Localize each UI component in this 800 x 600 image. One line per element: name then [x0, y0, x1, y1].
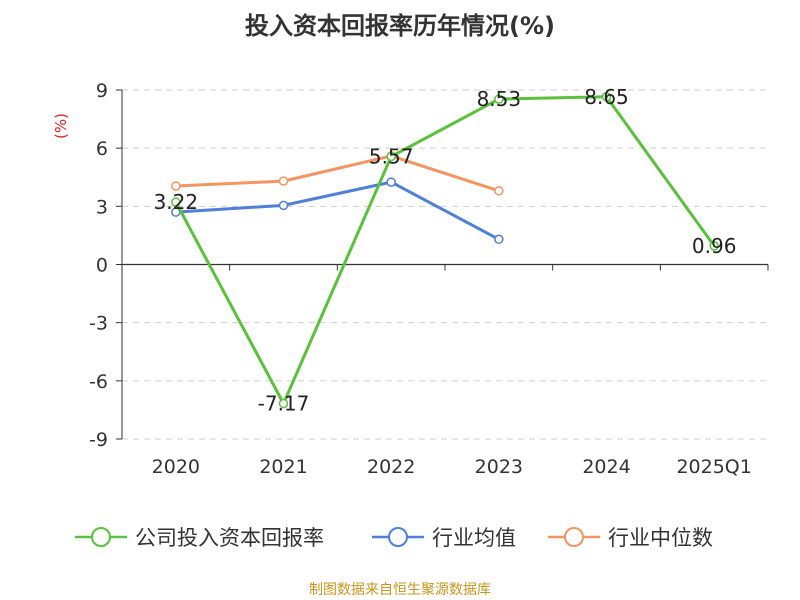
y-tick-label: -9 — [89, 429, 108, 451]
data-label: 5.57 — [369, 145, 414, 169]
series-line — [174, 95, 716, 406]
series-line — [175, 154, 500, 193]
x-tick-label: 2021 — [259, 456, 307, 478]
y-axis-label: (%) — [52, 113, 70, 139]
legend-item: 行业中位数 — [548, 526, 713, 550]
data-point — [494, 234, 504, 245]
grid-layer — [122, 89, 768, 440]
y-tick-label: 9 — [96, 80, 108, 102]
series-layer — [171, 92, 719, 409]
legend-item: 行业均值 — [372, 526, 516, 550]
data-label: 8.53 — [477, 87, 522, 111]
data-label: -7.17 — [258, 392, 310, 416]
legend-label: 行业均值 — [432, 526, 516, 550]
data-point — [278, 398, 289, 409]
data-point — [171, 181, 181, 191]
legend-marker — [91, 527, 111, 547]
x-tick-label: 2020 — [152, 456, 200, 478]
data-point — [601, 92, 612, 102]
y-tick-label: -6 — [89, 371, 108, 393]
x-tick-label: 2022 — [367, 456, 415, 478]
x-tick-label: 2023 — [475, 456, 523, 478]
data-point — [278, 200, 289, 211]
data-label-layer: 3.22 -7.17 5.57 8.53 8.65 0.96 — [154, 85, 737, 416]
legend-label: 公司投入资本回报率 — [135, 526, 324, 550]
y-tick-label: 0 — [96, 255, 108, 277]
data-point — [709, 241, 719, 251]
chart-title: 投入资本回报率历年情况(%) — [245, 12, 555, 40]
data-point — [494, 186, 504, 196]
y-tick-label: 3 — [96, 196, 108, 218]
legend-marker — [388, 527, 408, 547]
series-line — [175, 180, 500, 241]
legend-item: 公司投入资本回报率 — [75, 526, 324, 550]
data-point — [386, 151, 396, 162]
data-point — [278, 176, 289, 186]
y-tick-label: -3 — [89, 313, 108, 335]
x-tick-label: 2025Q1 — [676, 456, 751, 478]
data-point — [494, 94, 504, 104]
data-label: 3.22 — [154, 190, 199, 214]
source-note: 制图数据来自恒生聚源数据库 — [309, 582, 491, 598]
data-point — [386, 177, 396, 187]
x-tick-label: 2024 — [582, 456, 630, 478]
axis-layer: 9 6 3 0 -3 -6 -9 2020 2021 2022 2023 2024 2025Q1 (%) — [52, 80, 769, 478]
data-point — [171, 197, 181, 207]
data-label: 8.65 — [584, 85, 629, 109]
legend-marker — [564, 527, 584, 547]
legend-label: 行业中位数 — [608, 526, 713, 550]
y-tick-label: 6 — [96, 138, 108, 160]
data-label: 0.96 — [692, 234, 737, 258]
legend: 公司投入资本回报率 行业均值 行业中位数 — [75, 526, 713, 550]
